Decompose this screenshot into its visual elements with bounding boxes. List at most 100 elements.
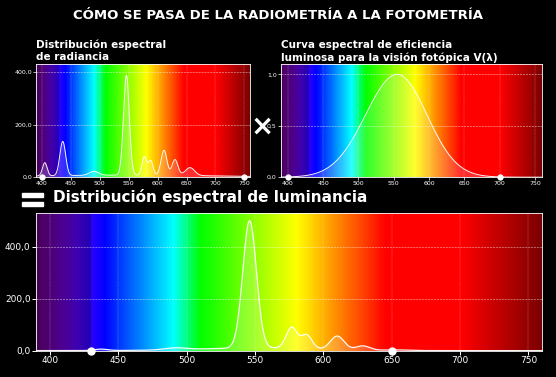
Bar bbox=[458, 213, 459, 351]
Bar bbox=[189, 213, 190, 351]
Bar bbox=[131, 213, 132, 351]
Bar bbox=[145, 213, 146, 351]
Bar bbox=[247, 213, 248, 351]
Bar bbox=[390, 213, 391, 351]
Bar bbox=[89, 213, 90, 351]
Bar bbox=[147, 213, 148, 351]
Bar bbox=[378, 213, 379, 351]
Bar bbox=[99, 213, 100, 351]
Bar bbox=[216, 213, 217, 351]
Bar bbox=[142, 213, 143, 351]
Bar bbox=[304, 213, 305, 351]
Bar bbox=[306, 213, 307, 351]
Bar bbox=[359, 213, 360, 351]
Bar bbox=[331, 213, 332, 351]
Bar bbox=[41, 213, 42, 351]
Bar bbox=[56, 213, 57, 351]
Bar bbox=[260, 213, 261, 351]
Bar bbox=[143, 213, 145, 351]
Bar bbox=[492, 213, 493, 351]
Bar bbox=[540, 213, 541, 351]
Bar bbox=[341, 213, 342, 351]
Bar bbox=[327, 213, 328, 351]
Bar bbox=[175, 213, 176, 351]
Bar bbox=[520, 213, 521, 351]
Bar bbox=[80, 213, 81, 351]
Bar bbox=[102, 213, 103, 351]
Bar bbox=[81, 213, 82, 351]
Bar bbox=[493, 213, 494, 351]
Bar bbox=[486, 213, 488, 351]
Bar bbox=[223, 213, 224, 351]
Bar bbox=[156, 213, 157, 351]
Bar bbox=[232, 213, 233, 351]
Bar bbox=[371, 213, 372, 351]
Bar bbox=[480, 213, 481, 351]
Bar bbox=[490, 213, 492, 351]
Bar bbox=[509, 213, 510, 351]
Bar bbox=[197, 213, 198, 351]
Bar bbox=[265, 213, 266, 351]
Bar bbox=[286, 213, 287, 351]
Bar bbox=[101, 213, 102, 351]
Bar bbox=[181, 213, 182, 351]
Bar bbox=[187, 213, 188, 351]
Bar bbox=[211, 213, 212, 351]
Bar bbox=[46, 213, 47, 351]
Bar bbox=[246, 213, 247, 351]
Bar bbox=[319, 213, 320, 351]
Bar bbox=[533, 213, 534, 351]
Bar bbox=[111, 213, 112, 351]
Bar bbox=[315, 213, 316, 351]
Bar bbox=[105, 213, 106, 351]
Bar bbox=[219, 213, 220, 351]
Bar bbox=[525, 213, 526, 351]
Bar bbox=[513, 213, 514, 351]
Bar bbox=[537, 213, 538, 351]
Bar bbox=[40, 213, 41, 351]
Bar bbox=[456, 213, 457, 351]
Bar bbox=[97, 213, 98, 351]
Bar bbox=[158, 213, 159, 351]
Bar bbox=[429, 213, 430, 351]
Bar bbox=[467, 213, 468, 351]
Bar bbox=[438, 213, 439, 351]
Bar bbox=[309, 213, 310, 351]
Bar bbox=[452, 213, 453, 351]
Bar bbox=[439, 213, 440, 351]
Bar bbox=[431, 213, 433, 351]
Bar bbox=[108, 213, 109, 351]
Bar bbox=[238, 213, 239, 351]
Text: Distribución espectral
de radiancia: Distribución espectral de radiancia bbox=[36, 40, 166, 63]
Bar bbox=[263, 213, 264, 351]
Bar bbox=[369, 213, 370, 351]
Bar bbox=[521, 213, 522, 351]
Bar bbox=[91, 213, 92, 351]
Bar bbox=[37, 213, 38, 351]
Bar bbox=[303, 213, 304, 351]
Bar bbox=[235, 213, 236, 351]
Bar bbox=[482, 213, 483, 351]
Bar bbox=[372, 213, 373, 351]
Bar bbox=[182, 213, 183, 351]
Bar bbox=[484, 213, 485, 351]
Bar bbox=[312, 213, 313, 351]
Bar bbox=[514, 213, 515, 351]
Bar bbox=[459, 213, 460, 351]
Bar bbox=[508, 213, 509, 351]
Bar bbox=[505, 213, 507, 351]
Bar bbox=[451, 213, 452, 351]
Bar bbox=[241, 213, 242, 351]
Bar bbox=[345, 213, 346, 351]
Bar bbox=[444, 213, 445, 351]
Bar bbox=[262, 213, 263, 351]
Bar bbox=[495, 213, 497, 351]
Bar bbox=[397, 213, 398, 351]
Bar bbox=[498, 213, 499, 351]
Bar bbox=[57, 213, 58, 351]
Bar bbox=[499, 213, 500, 351]
Bar bbox=[45, 213, 46, 351]
Bar bbox=[110, 213, 111, 351]
Bar bbox=[198, 213, 200, 351]
Bar bbox=[335, 213, 336, 351]
